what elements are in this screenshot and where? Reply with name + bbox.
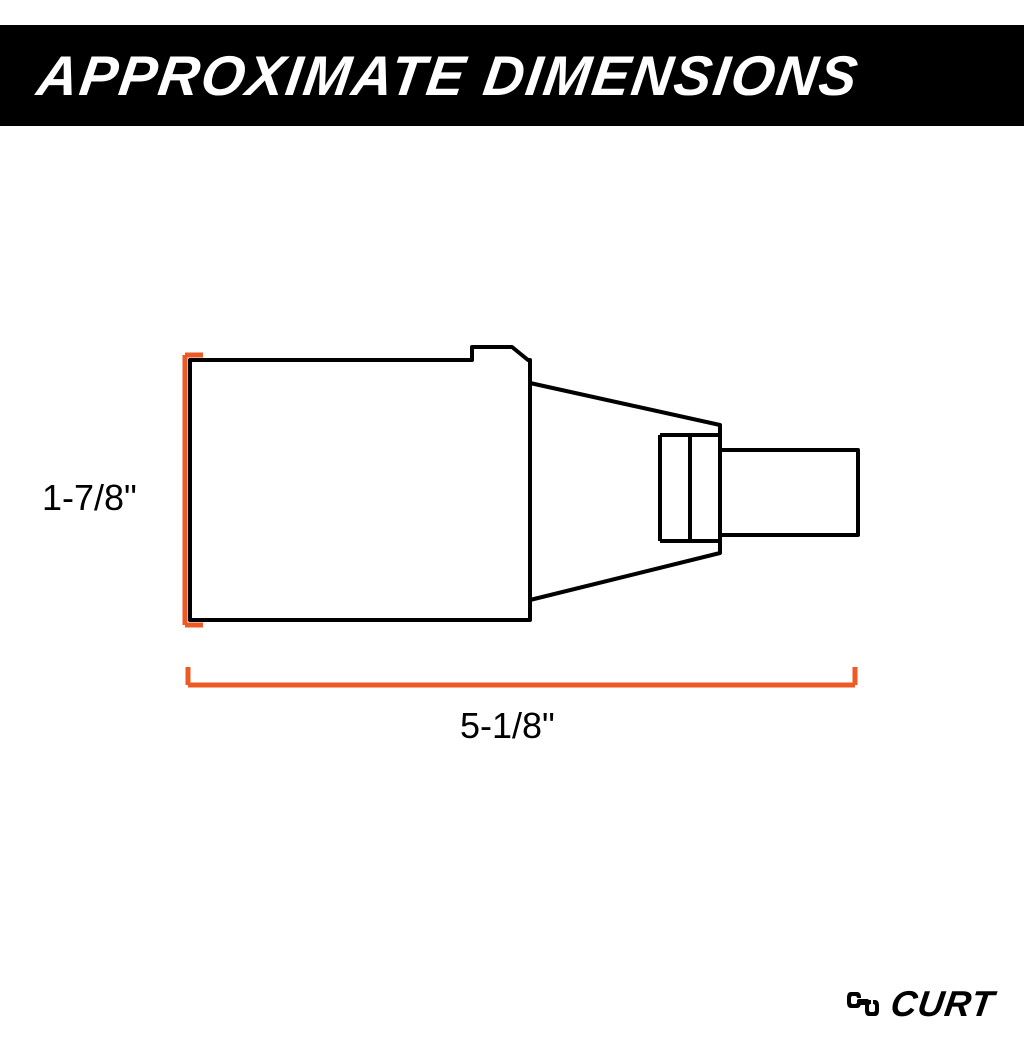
dimension-diagram <box>0 25 1024 1049</box>
brand-logo: CURT <box>843 983 994 1025</box>
height-dimension-label: 1-7/8" <box>42 477 137 519</box>
chain-link-icon <box>843 984 883 1024</box>
brand-name: CURT <box>888 983 997 1025</box>
width-dimension-label: 5-1/8" <box>460 705 555 747</box>
